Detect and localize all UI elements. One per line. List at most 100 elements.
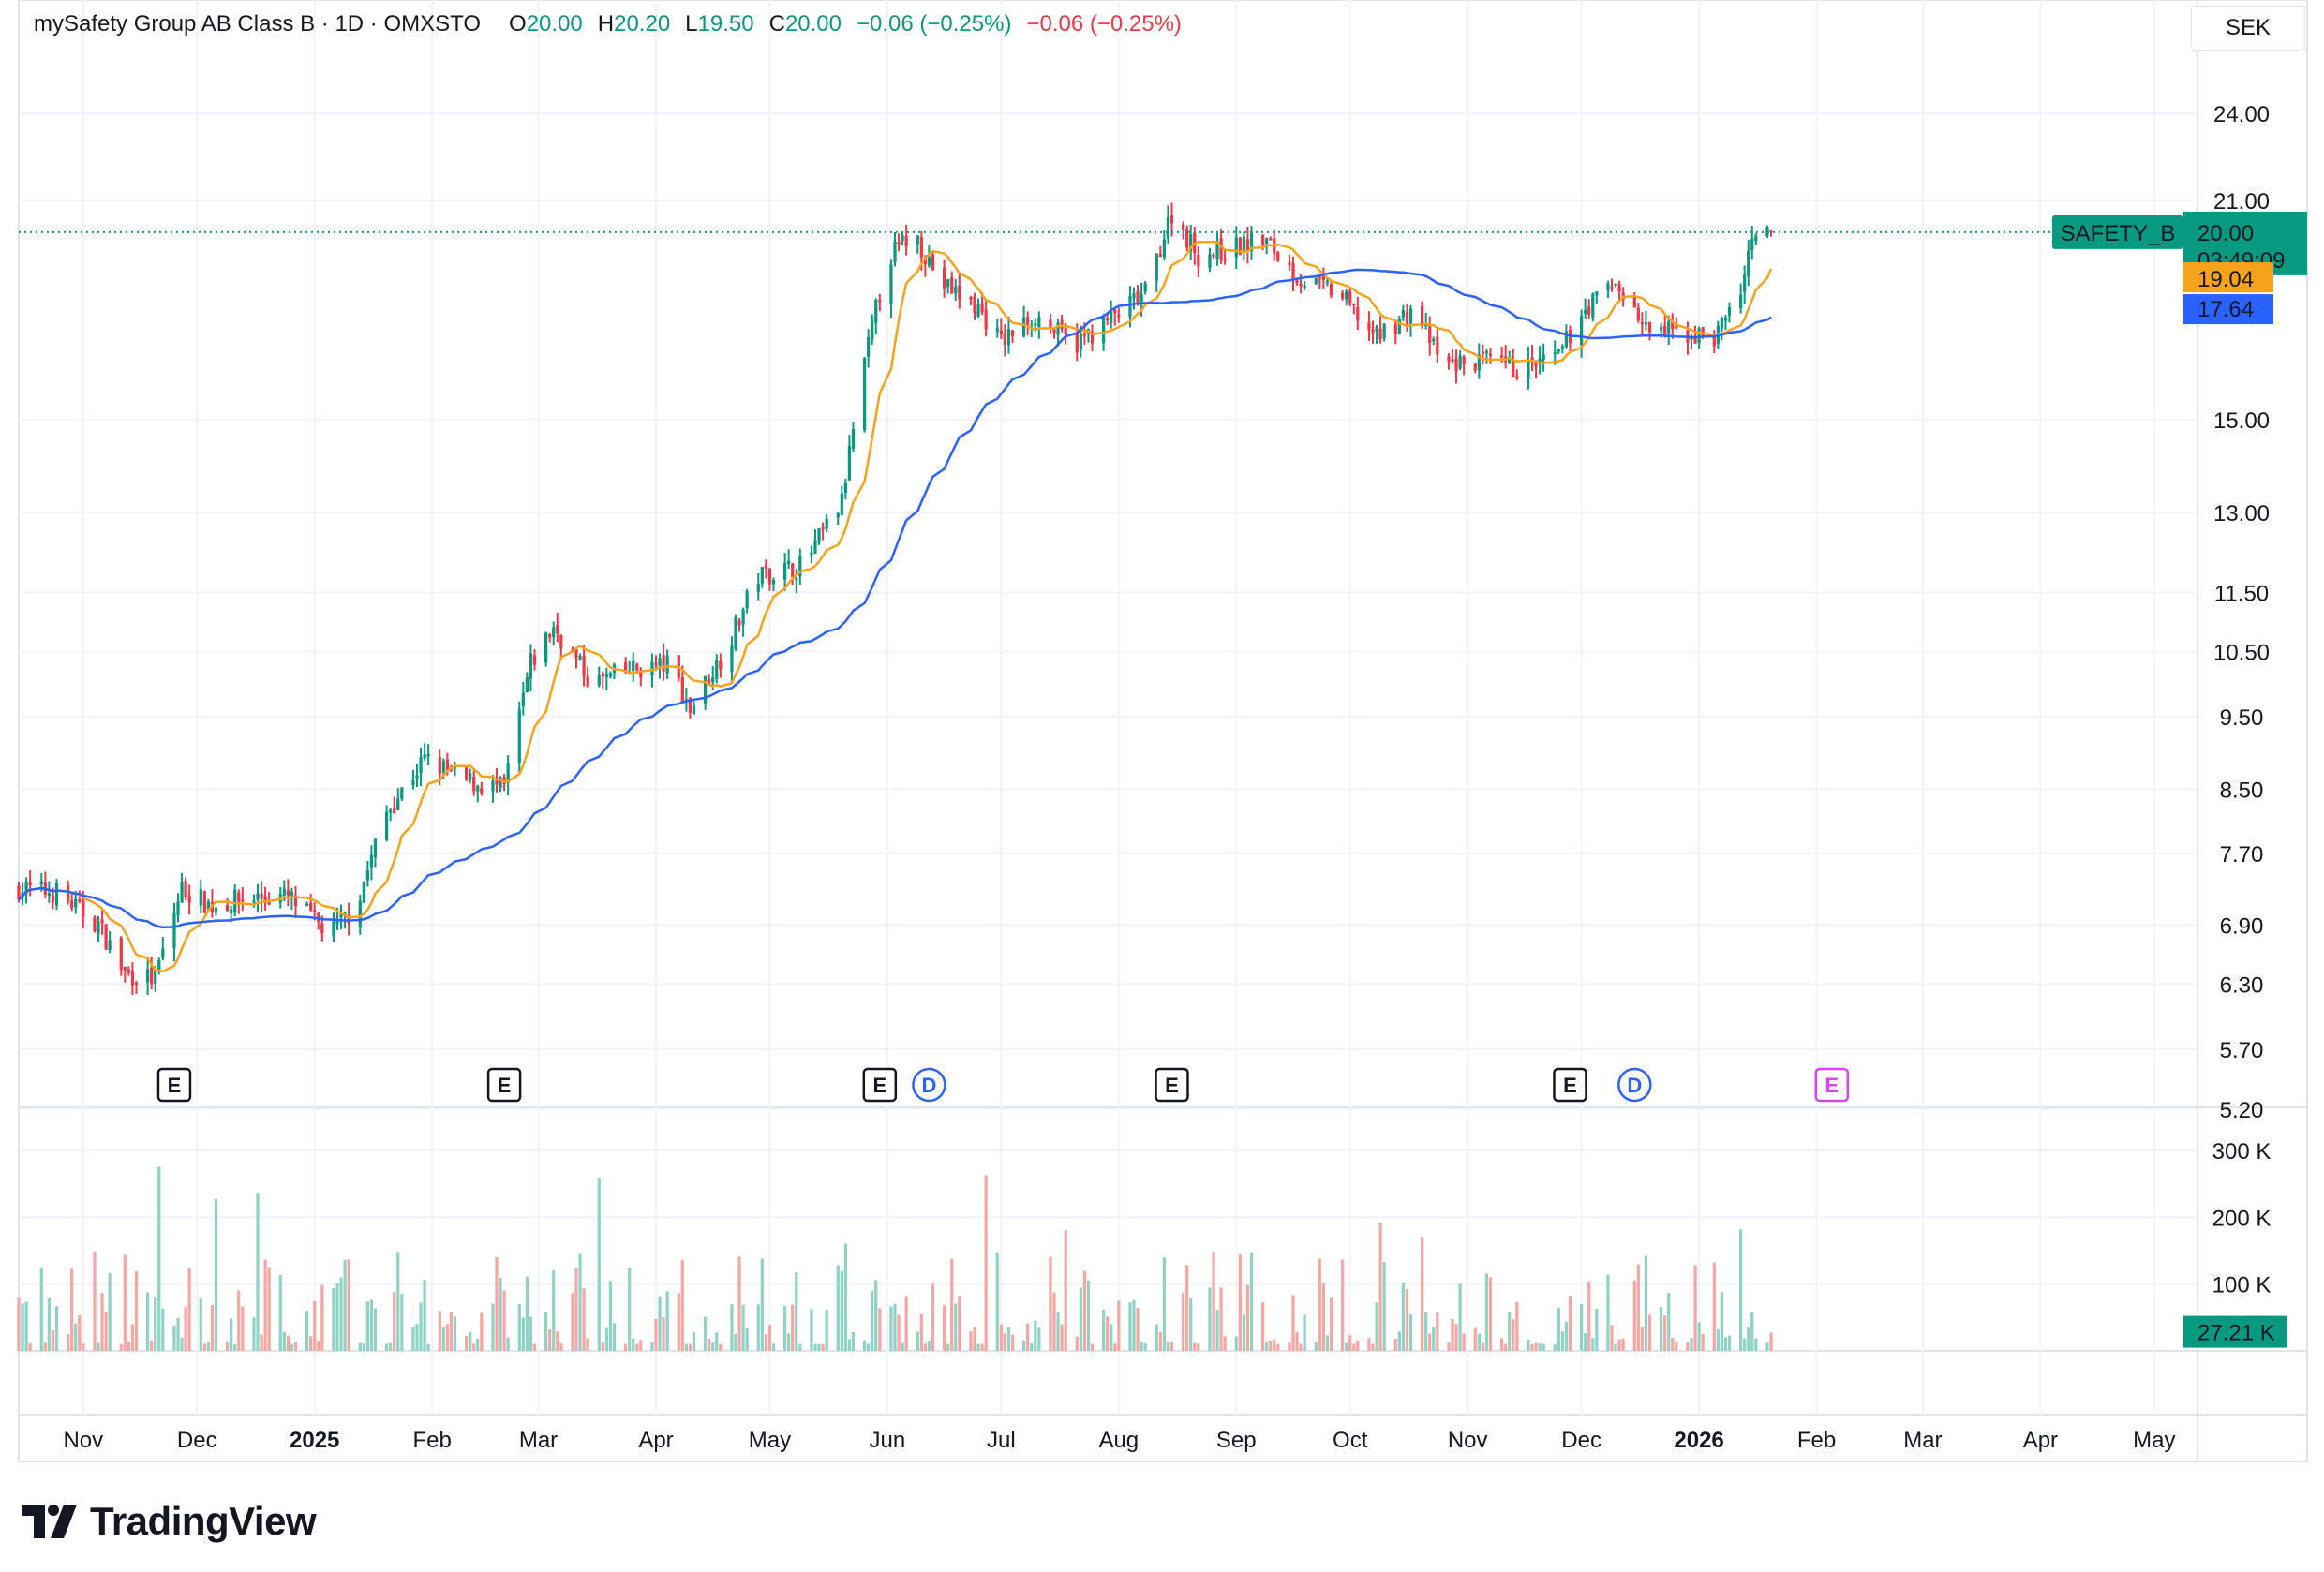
candle-body (230, 909, 233, 913)
volume-bar (1034, 1320, 1037, 1351)
dividend-marker[interactable]: D (912, 1067, 946, 1103)
volume-bar (571, 1293, 574, 1351)
volume-bar (517, 1303, 521, 1351)
volume-bar (1242, 1314, 1245, 1351)
candle-body (1451, 359, 1454, 362)
volume-bar (202, 1343, 206, 1351)
candle-body (1530, 357, 1534, 361)
candle-body (1128, 295, 1132, 318)
volume-bar (1754, 1338, 1758, 1351)
volume-bar (146, 1292, 150, 1351)
volume-bar (1644, 1255, 1648, 1351)
candle-body (840, 493, 843, 515)
candle-body (226, 904, 230, 912)
low-label: L (685, 11, 698, 37)
volume-bar (396, 1252, 400, 1351)
volume-bar (24, 1301, 28, 1351)
volume-bar (1288, 1342, 1291, 1351)
volume-bar (1632, 1280, 1636, 1351)
volume-bar (1473, 1327, 1477, 1351)
volume-bar (1318, 1258, 1321, 1351)
currency-button[interactable]: SEK (2191, 6, 2305, 51)
high-value: 20.20 (614, 11, 671, 37)
volume-bar (180, 1337, 184, 1351)
volume-bar (1538, 1343, 1542, 1351)
dividend-marker[interactable]: D (1617, 1067, 1652, 1103)
volume-bar (544, 1312, 548, 1351)
candle-body (734, 616, 737, 649)
candle-body (950, 277, 954, 294)
volume-bar (332, 1288, 335, 1351)
open-value: 20.00 (526, 11, 583, 37)
earnings-marker[interactable]: E (862, 1067, 898, 1103)
volume-bar (608, 1281, 613, 1351)
volume-bar (1542, 1343, 1545, 1351)
candle-body (309, 903, 313, 911)
candle-body (480, 788, 484, 793)
earnings-marker-box (1814, 1067, 1850, 1103)
volume-bar (1348, 1335, 1352, 1351)
volume-bar (1747, 1327, 1750, 1351)
candle-body (1288, 262, 1291, 265)
volume-bar (1352, 1343, 1356, 1351)
volume-bar (1432, 1326, 1436, 1351)
earnings-marker[interactable]: E (156, 1067, 192, 1103)
candle-body (358, 900, 362, 927)
candle-body (1675, 326, 1678, 329)
volume-bar (847, 1339, 852, 1351)
volume-bar (495, 1257, 499, 1351)
y-tick-label: 8.50 (2220, 778, 2264, 803)
volume-bar (1003, 1333, 1006, 1351)
volume-bar (1261, 1302, 1265, 1351)
candle-body (332, 921, 335, 937)
candle-body (1003, 334, 1006, 346)
candle-body (339, 913, 343, 918)
candle-body (1743, 274, 1747, 292)
volume-bar (787, 1333, 791, 1351)
candle-body (711, 677, 715, 683)
volume-bar (393, 1291, 396, 1351)
volume-bar (1064, 1230, 1067, 1351)
volume-bar (1484, 1273, 1489, 1351)
candle-body (601, 673, 604, 677)
volume-bar (1006, 1327, 1011, 1351)
volume-bar (943, 1305, 946, 1351)
volume-bar (1117, 1300, 1121, 1351)
candle-body (1234, 237, 1238, 258)
earnings-marker[interactable]: E (1814, 1067, 1850, 1103)
volume-bar (1143, 1342, 1147, 1351)
earnings-marker[interactable]: E (1553, 1067, 1587, 1103)
volume-bar (1488, 1277, 1493, 1351)
candle-body (904, 235, 908, 246)
volume-bar (1712, 1262, 1716, 1351)
earnings-marker[interactable]: E (1155, 1067, 1189, 1103)
moving-averages (18, 240, 1773, 973)
event-marker-letter: E (498, 1074, 512, 1097)
volume-bar (889, 1306, 893, 1351)
volume-bar (927, 1340, 931, 1351)
volume-bar (1553, 1343, 1557, 1351)
candle-body (1644, 322, 1648, 325)
candle-body (1382, 324, 1386, 339)
candle-body (465, 767, 469, 780)
volume-bar (995, 1252, 999, 1351)
candle-body (423, 754, 426, 759)
candle-body (1082, 334, 1086, 336)
volume-bar (127, 1341, 130, 1351)
volume-bar (1424, 1312, 1428, 1351)
volume-bar (1155, 1324, 1158, 1351)
volume-bar (150, 1340, 154, 1351)
candle-body (1276, 252, 1280, 261)
volume-bar (157, 1166, 161, 1351)
candles (17, 202, 1773, 996)
x-tick-label: Mar (1903, 1428, 1942, 1453)
candle-body (1397, 319, 1401, 334)
tradingview-logo[interactable]: TradingView (22, 1499, 317, 1544)
volume-bar (1610, 1325, 1614, 1351)
candle-body (1663, 325, 1667, 337)
earnings-marker[interactable]: E (486, 1067, 522, 1103)
volume-bar (1512, 1319, 1515, 1351)
volume-bar (1591, 1338, 1595, 1351)
